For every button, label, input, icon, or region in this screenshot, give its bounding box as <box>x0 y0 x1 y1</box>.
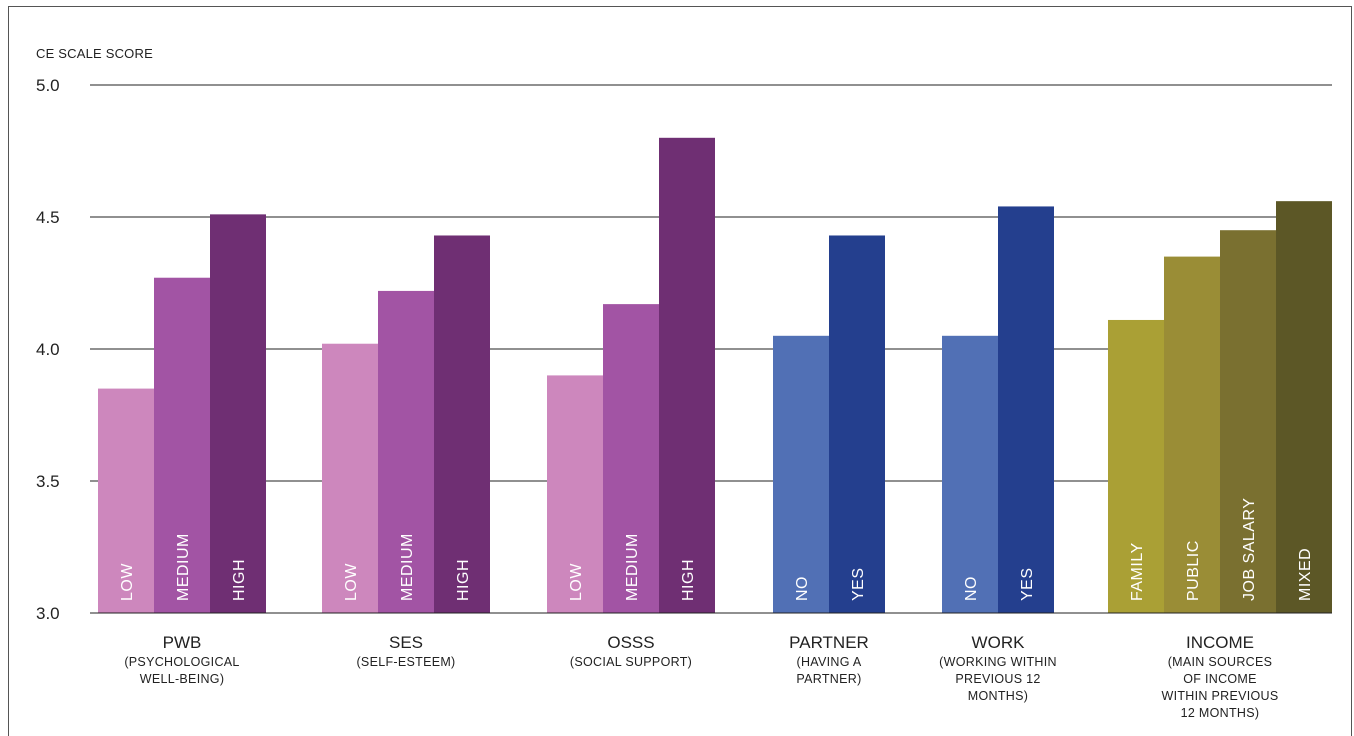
bar-partner-yes <box>829 235 885 614</box>
group-subtitle-income-2: WITHIN PREVIOUS <box>1161 689 1278 703</box>
group-title-osss: OSSS <box>607 633 654 652</box>
bar-pwb-low <box>98 388 154 613</box>
group-subtitle-work-0: (WORKING WITHIN <box>939 655 1057 669</box>
group-subtitle-pwb-0: (PSYCHOLOGICAL <box>124 655 239 669</box>
group-subtitle-pwb-1: WELL-BEING) <box>140 672 225 686</box>
group-subtitle-ses-0: (SELF-ESTEEM) <box>356 655 455 669</box>
group-subtitle-work-2: MONTHS) <box>968 689 1028 703</box>
bar-label-income-mixed: MIXED <box>1297 548 1314 601</box>
group-subtitle-income-3: 12 MONTHS) <box>1181 706 1260 720</box>
bar-osss-medium <box>603 304 659 613</box>
bar-pwb-medium <box>154 277 210 613</box>
group-title-pwb: PWB <box>163 633 202 652</box>
bar-osss-low <box>547 375 603 613</box>
bar-work-yes <box>998 206 1054 613</box>
bar-pwb-high <box>210 214 266 614</box>
bar-ses-high <box>434 235 490 614</box>
group-title-ses: SES <box>389 633 423 652</box>
y-axis-title: CE SCALE SCORE <box>36 46 153 61</box>
y-tick-label-0: 3.0 <box>36 604 60 623</box>
bar-ses-medium <box>378 290 434 613</box>
bar-label-income-public: PUBLIC <box>1185 540 1202 601</box>
bar-label-osss-low: LOW <box>568 563 585 601</box>
bar-label-pwb-medium: MEDIUM <box>175 533 192 601</box>
y-tick-label-3: 4.5 <box>36 208 60 227</box>
group-subtitle-partner-1: PARTNER) <box>796 672 861 686</box>
bar-label-income-job-salary: JOB SALARY <box>1241 498 1258 601</box>
bar-income-job-salary <box>1220 230 1276 613</box>
y-tick-label-1: 3.5 <box>36 472 60 491</box>
bar-label-pwb-high: HIGH <box>231 559 248 601</box>
bar-label-work-no: NO <box>963 576 980 601</box>
bar-osss-high <box>659 137 715 614</box>
group-title-partner: PARTNER <box>789 633 869 652</box>
group-title-work: WORK <box>972 633 1026 652</box>
group-subtitle-income-0: (MAIN SOURCES <box>1168 655 1273 669</box>
bar-label-ses-high: HIGH <box>455 559 472 601</box>
bar-label-pwb-low: LOW <box>119 563 136 601</box>
bar-label-ses-low: LOW <box>343 563 360 601</box>
group-subtitle-partner-0: (HAVING A <box>797 655 862 669</box>
group-subtitle-work-1: PREVIOUS 12 <box>955 672 1040 686</box>
bar-work-no <box>942 335 998 613</box>
y-tick-label-2: 4.0 <box>36 340 60 359</box>
bar-label-ses-medium: MEDIUM <box>399 533 416 601</box>
bar-label-partner-no: NO <box>794 576 811 601</box>
bar-income-mixed <box>1276 201 1332 613</box>
y-tick-label-4: 5.0 <box>36 76 60 95</box>
chart-frame <box>8 6 1352 736</box>
group-subtitle-income-1: OF INCOME <box>1183 672 1257 686</box>
bar-income-family <box>1108 319 1164 613</box>
bar-income-public <box>1164 256 1220 613</box>
bar-label-osss-medium: MEDIUM <box>624 533 641 601</box>
bar-ses-low <box>322 343 378 613</box>
bar-label-partner-yes: YES <box>850 567 867 601</box>
bar-partner-no <box>773 335 829 613</box>
bar-label-income-family: FAMILY <box>1129 542 1146 601</box>
bar-label-osss-high: HIGH <box>680 559 697 601</box>
group-title-income: INCOME <box>1186 633 1254 652</box>
group-subtitle-osss-0: (SOCIAL SUPPORT) <box>570 655 692 669</box>
bar-label-work-yes: YES <box>1019 567 1036 601</box>
